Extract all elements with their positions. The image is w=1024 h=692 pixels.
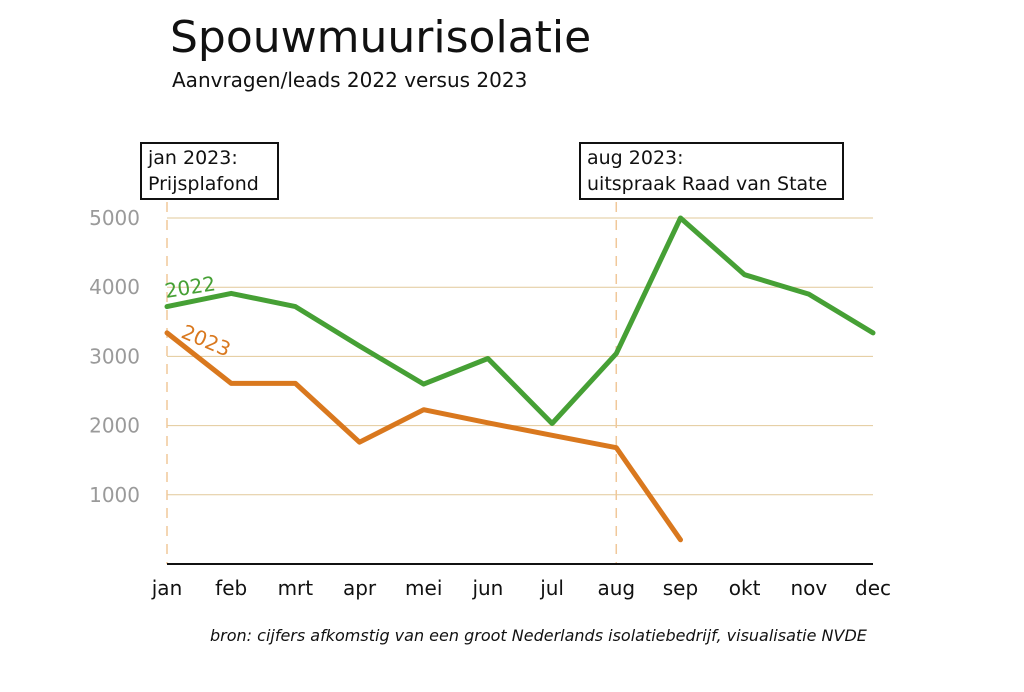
series-line-2022 — [164, 215, 876, 426]
y-tick-label: 1000 — [89, 483, 140, 507]
x-tick-label: mei — [405, 576, 442, 600]
event-lines — [166, 202, 618, 564]
source-note: bron: cijfers afkomstig van een groot Ne… — [210, 626, 867, 645]
y-tick-label: 4000 — [89, 275, 140, 299]
x-tick-label: apr — [343, 576, 377, 600]
x-axis-ticks: jan feb mrt apr mei jun jul aug sep okt nov dec — [151, 576, 891, 600]
gridlines — [167, 217, 873, 496]
y-tick-label: 5000 — [89, 206, 140, 230]
x-tick-label: feb — [215, 576, 247, 600]
series-line-2023 — [164, 330, 683, 543]
series-label-2023: 2023 — [178, 320, 234, 362]
y-tick-label: 3000 — [89, 344, 140, 368]
x-tick-label: mrt — [278, 576, 314, 600]
annotation-line: jan 2023: — [148, 147, 238, 169]
annotation-jan-2023: jan 2023: Prijsplafond — [140, 142, 279, 200]
x-tick-label: dec — [855, 576, 891, 600]
x-tick-label: jan — [151, 576, 183, 600]
x-tick-label: nov — [790, 576, 827, 600]
y-axis-ticks: 1000 2000 3000 4000 5000 — [89, 206, 140, 507]
annotation-line: Prijsplafond — [148, 173, 259, 195]
x-tick-label: jul — [539, 576, 564, 600]
x-tick-label: aug — [597, 576, 635, 600]
chart-subtitle: Aanvragen/leads 2022 versus 2023 — [172, 68, 528, 92]
chart-title: Spouwmuurisolatie — [170, 12, 592, 63]
series-lines — [164, 215, 876, 543]
annotation-line: uitspraak Raad van State — [587, 173, 828, 195]
x-tick-label: okt — [729, 576, 761, 600]
x-tick-label: jun — [471, 576, 503, 600]
annotation-aug-2023: aug 2023: uitspraak Raad van State — [579, 142, 844, 200]
x-tick-label: sep — [663, 576, 698, 600]
annotation-line: aug 2023: — [587, 147, 684, 169]
y-tick-label: 2000 — [89, 414, 140, 438]
